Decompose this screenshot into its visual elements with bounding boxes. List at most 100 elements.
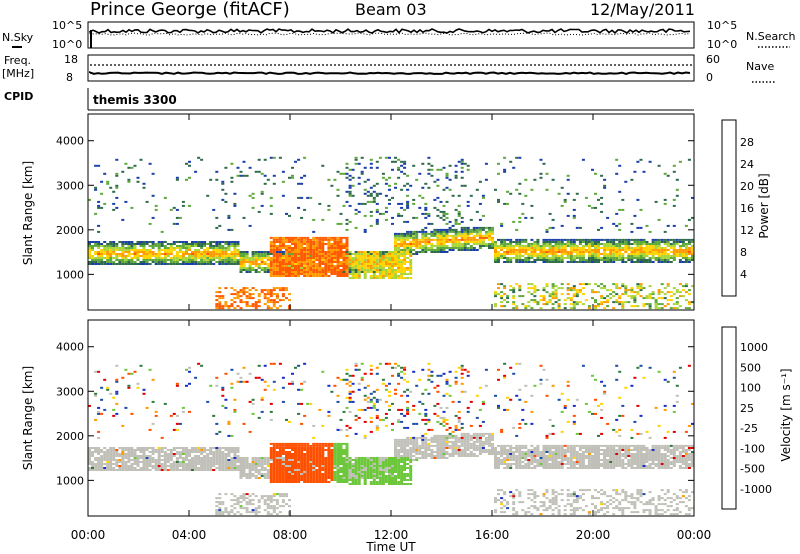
velocity-cell	[88, 447, 91, 449]
velocity-cell	[321, 449, 325, 451]
velocity-cell	[178, 469, 182, 471]
velocity-cell	[163, 467, 167, 469]
velocity-cell	[230, 505, 234, 508]
power-cell	[339, 261, 343, 263]
power-cell	[518, 245, 522, 247]
power-cell	[400, 245, 404, 247]
power-cell	[254, 253, 258, 255]
power-cell	[245, 301, 249, 304]
power-cell	[169, 251, 173, 253]
power-cell	[454, 218, 458, 221]
power-cell	[175, 208, 179, 211]
power-cell	[297, 247, 301, 249]
velocity-cell	[357, 463, 361, 465]
velocity-cell	[281, 457, 285, 459]
power-cell	[672, 253, 676, 255]
power-cell	[403, 245, 407, 247]
velocity-cell	[294, 467, 297, 469]
velocity-cell	[251, 402, 255, 405]
velocity-cell	[248, 463, 252, 465]
power-cell	[369, 162, 373, 165]
velocity-cell	[145, 447, 149, 449]
velocity-cell	[215, 457, 219, 459]
power-cell	[554, 291, 558, 294]
power-cell	[233, 297, 237, 300]
power-cell	[327, 269, 331, 271]
power-cell	[651, 257, 655, 259]
velocity-cell	[142, 465, 146, 467]
power-cell	[530, 243, 534, 245]
power-cell	[542, 249, 546, 251]
power-cell	[466, 230, 470, 233]
velocity-cell	[181, 410, 185, 413]
power-cell	[457, 245, 461, 247]
power-cell	[648, 243, 652, 245]
power-cell	[315, 259, 319, 261]
power-cell	[291, 271, 294, 273]
power-cell	[481, 194, 485, 197]
power-cell	[445, 236, 449, 239]
power-cell	[488, 228, 491, 231]
velocity-cell	[354, 461, 358, 463]
power-cell	[639, 257, 643, 259]
power-cell	[227, 241, 231, 243]
power-cell	[348, 277, 352, 279]
velocity-cell	[285, 455, 288, 457]
velocity-cell	[178, 465, 182, 467]
power-cell	[406, 247, 410, 249]
power-cell	[166, 259, 170, 261]
velocity-cell	[372, 483, 376, 485]
velocity-cell	[263, 501, 267, 504]
power-cell	[166, 251, 170, 253]
power-cell	[369, 210, 373, 213]
power-cell	[363, 263, 367, 265]
power-cell	[627, 289, 631, 292]
velocity-cell	[300, 451, 304, 453]
power-cell	[248, 289, 252, 292]
power-cell	[597, 198, 600, 201]
power-cell	[375, 166, 379, 169]
power-cell	[178, 249, 182, 251]
power-cell	[454, 230, 458, 233]
power-cell	[400, 261, 404, 263]
velocity-cell	[363, 475, 367, 477]
power-cell	[512, 303, 516, 306]
power-cell	[684, 291, 688, 294]
power-cell	[512, 249, 516, 251]
velocity-cell	[151, 422, 155, 425]
velocity-cell	[251, 459, 255, 461]
velocity-cell	[312, 455, 316, 457]
power-cell	[236, 261, 240, 263]
power-cell	[400, 269, 404, 271]
velocity-cell	[285, 451, 288, 453]
velocity-cell	[106, 449, 110, 451]
velocity-cell	[194, 447, 198, 449]
velocity-cell	[272, 499, 276, 502]
power-cell	[421, 241, 425, 243]
power-cell	[339, 172, 343, 175]
velocity-cell	[245, 511, 249, 514]
velocity-cell	[336, 467, 340, 469]
velocity-cell	[354, 432, 358, 435]
velocity-cell	[275, 475, 279, 477]
power-cell	[294, 273, 297, 275]
velocity-cell	[197, 461, 201, 463]
power-cell	[212, 255, 216, 257]
velocity-cell	[306, 467, 310, 469]
velocity-cell	[197, 451, 201, 453]
velocity-cell	[166, 469, 170, 471]
velocity-cell	[242, 499, 246, 502]
power-cell	[154, 253, 158, 255]
power-cell	[548, 259, 552, 261]
velocity-cell	[318, 459, 322, 461]
power-cell	[612, 255, 616, 257]
power-cell	[675, 291, 679, 294]
power-cell	[521, 238, 525, 241]
power-cell	[572, 238, 576, 241]
power-cell	[566, 243, 570, 245]
power-cell	[621, 208, 625, 211]
velocity-cell	[218, 507, 222, 510]
velocity-cell	[215, 422, 219, 425]
velocity-cell	[151, 400, 155, 403]
velocity-cell	[169, 459, 173, 461]
